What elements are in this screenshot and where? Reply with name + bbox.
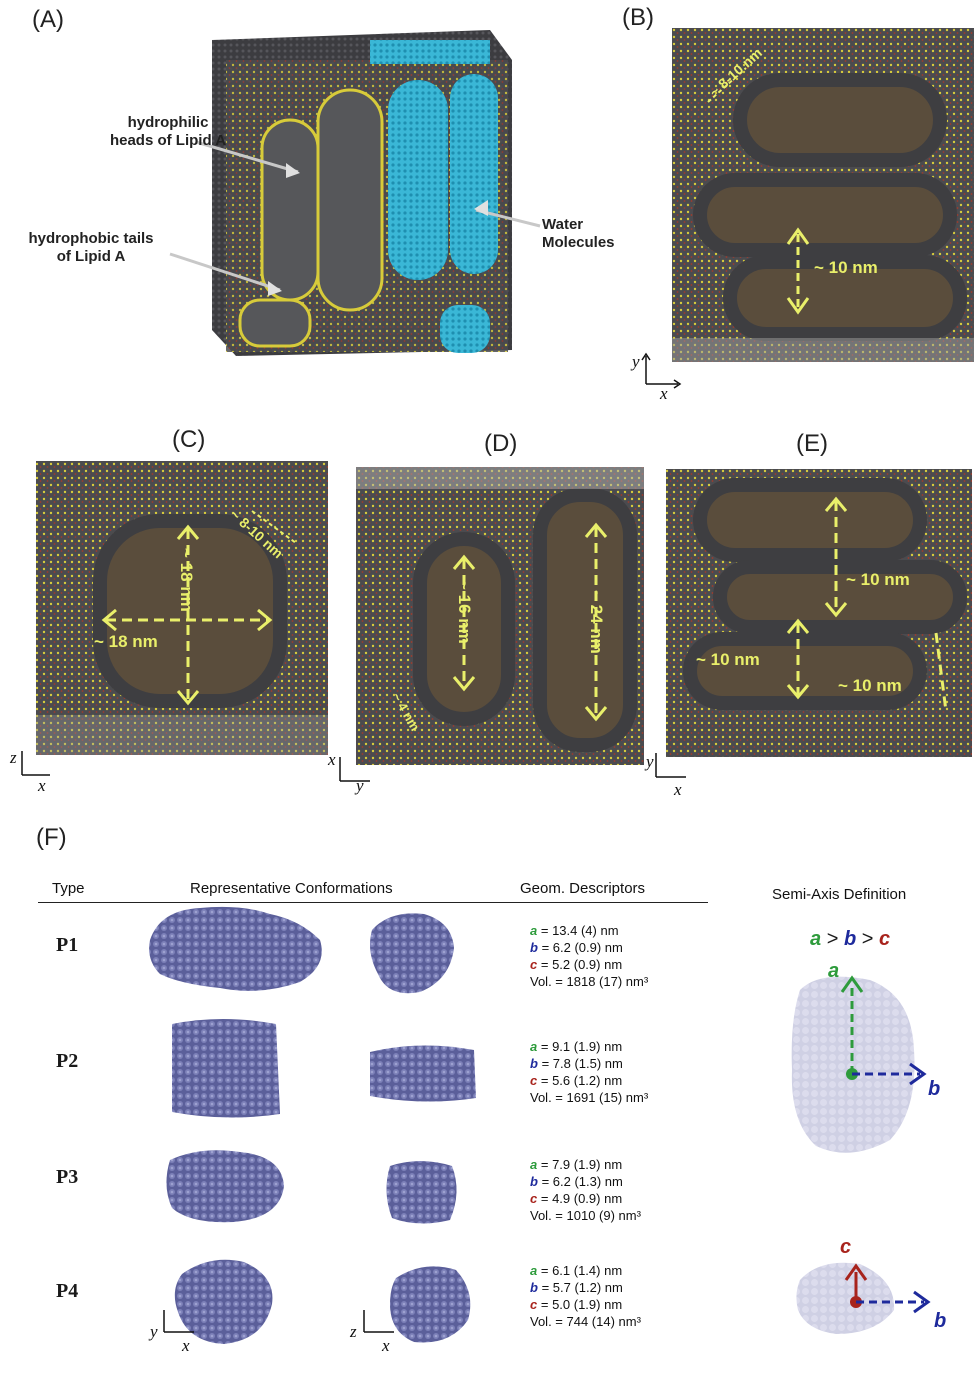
e-dim-10-top: ~ 10 nm xyxy=(846,570,910,589)
p3-b-value: = 6.2 (1.3) nm xyxy=(541,1174,623,1189)
conformations-figure xyxy=(149,906,931,1344)
semi-axis-blob-bottom xyxy=(796,1262,895,1334)
c-symbol: c xyxy=(530,1297,538,1312)
c-axis-z: z xyxy=(10,748,17,767)
descriptors-p2: a = 9.1 (1.9) nm b = 7.8 (1.5) nm c = 5.… xyxy=(530,1038,648,1106)
p2-conformation-1 xyxy=(172,1019,280,1118)
e-axis-y: y xyxy=(646,752,654,771)
panel-label-b: (B) xyxy=(622,4,654,31)
b-axis-y: y xyxy=(632,352,640,371)
header-conformations: Representative Conformations xyxy=(190,880,393,897)
header-type: Type xyxy=(52,880,85,897)
f-axis-y: y xyxy=(150,1322,158,1341)
p2-c-value: = 5.6 (1.2) nm xyxy=(540,1073,623,1088)
c-symbol: c xyxy=(530,1191,538,1206)
panel-label-c: (C) xyxy=(172,426,206,453)
panel-a-figure xyxy=(169,28,974,389)
e-dim-10-left: ~ 10 nm xyxy=(696,650,760,669)
p2-volume: Vol. = 1691 (15) nm³ xyxy=(530,1090,649,1105)
p1-a-value: = 13.4 (4) nm xyxy=(540,923,619,938)
header-descriptors: Geom. Descriptors xyxy=(520,880,646,897)
b-symbol: b xyxy=(530,1280,538,1295)
p4-a-value: = 6.1 (1.4) nm xyxy=(540,1263,623,1278)
p3-c-value: = 4.9 (0.9) nm xyxy=(540,1191,623,1206)
d-dim-16: ~ 16 nm xyxy=(455,580,474,644)
c-dim-18-vertical: ~ 18 nm xyxy=(177,548,196,612)
p1-conformation-1 xyxy=(149,906,322,991)
ineq-gt-2: > xyxy=(861,928,874,950)
f-axis-x-2: x xyxy=(382,1336,390,1355)
c-axis-x: x xyxy=(38,776,46,795)
panel-label-e: (E) xyxy=(796,430,828,457)
p1-b-value: = 6.2 (0.9) nm xyxy=(541,940,623,955)
row-type-p2: P2 xyxy=(56,1050,79,1072)
ineq-b: b xyxy=(843,928,857,950)
semi-axis-blob-top xyxy=(791,976,915,1153)
descriptors-p3: a = 7.9 (1.9) nm b = 6.2 (1.3) nm c = 4.… xyxy=(530,1156,641,1224)
panel-label-f: (F) xyxy=(36,824,67,851)
ineq-c: c xyxy=(878,928,891,950)
lipid-box-a xyxy=(212,30,512,356)
row-type-p4: P4 xyxy=(56,1280,79,1302)
b-symbol: b xyxy=(530,1174,538,1189)
semi-axis-inequality: a > b > c xyxy=(810,928,890,951)
water-label: Water Molecules xyxy=(542,216,615,251)
p4-volume: Vol. = 744 (14) nm³ xyxy=(530,1314,641,1329)
header-rule xyxy=(38,902,708,903)
d-axis-y: y xyxy=(356,776,364,795)
ineq-a: a xyxy=(810,928,822,950)
c-symbol: c xyxy=(530,1073,538,1088)
e-axis-x: x xyxy=(674,780,682,799)
ineq-gt-1: > xyxy=(826,928,839,950)
semi-axis-label-a: a xyxy=(828,960,840,982)
b-symbol: b xyxy=(530,940,538,955)
p2-b-value: = 7.8 (1.5) nm xyxy=(541,1056,623,1071)
p3-conformation-1 xyxy=(166,1150,284,1223)
c-dim-18-horizontal: ~ 18 nm xyxy=(94,632,158,651)
semi-axis-label-c: c xyxy=(840,1236,852,1258)
row-type-p1: P1 xyxy=(56,934,79,956)
panels-cde-figure xyxy=(21,461,972,782)
b-symbol: b xyxy=(530,1056,538,1071)
descriptors-p4: a = 6.1 (1.4) nm b = 5.7 (1.2) nm c = 5.… xyxy=(530,1262,641,1330)
row-type-p3: P3 xyxy=(56,1166,79,1188)
p1-volume: Vol. = 1818 (17) nm³ xyxy=(530,974,649,989)
b-axis-x: x xyxy=(660,384,668,403)
p1-conformation-2 xyxy=(370,913,454,994)
p3-volume: Vol. = 1010 (9) nm³ xyxy=(530,1208,641,1223)
p1-c-value: = 5.2 (0.9) nm xyxy=(540,957,623,972)
c-symbol: c xyxy=(530,957,538,972)
p3-a-value: = 7.9 (1.9) nm xyxy=(540,1157,623,1172)
e-dim-10-right: ~ 10 nm xyxy=(838,676,902,695)
f-axis-x-1: x xyxy=(182,1336,190,1355)
heads-label: hydrophilic heads of Lipid A xyxy=(109,114,227,149)
panel-label-d: (D) xyxy=(484,430,518,457)
semi-axis-label-b-top: b xyxy=(928,1078,941,1100)
tails-label: hydrophobic tails of Lipid A xyxy=(28,230,154,265)
semi-axis-label-b-bottom: b xyxy=(934,1310,947,1332)
b-dim-10: ~ 10 nm xyxy=(814,258,878,277)
a-symbol: a xyxy=(530,1039,538,1054)
lipid-box-d xyxy=(356,467,644,765)
lipid-box-e xyxy=(666,469,972,757)
a-symbol: a xyxy=(530,1157,538,1172)
d-axis-x: x xyxy=(328,750,336,769)
d-dim-24: ~ 24 nm xyxy=(587,590,606,654)
f-axis-z: z xyxy=(350,1322,357,1341)
panel-label-a: (A) xyxy=(32,6,64,33)
header-semi-axis: Semi-Axis Definition xyxy=(772,886,907,903)
p3-conformation-2 xyxy=(386,1161,457,1224)
p2-a-value: = 9.1 (1.9) nm xyxy=(540,1039,623,1054)
a-symbol: a xyxy=(530,1263,538,1278)
descriptors-p1: a = 13.4 (4) nm b = 6.2 (0.9) nm c = 5.2… xyxy=(530,922,648,990)
p4-conformation-1 xyxy=(174,1259,273,1344)
p4-conformation-2 xyxy=(390,1266,471,1343)
lipid-box-b xyxy=(672,28,974,362)
p4-c-value: = 5.0 (1.9) nm xyxy=(540,1297,623,1312)
a-symbol: a xyxy=(530,923,538,938)
p4-b-value: = 5.7 (1.2) nm xyxy=(541,1280,623,1295)
p2-conformation-2 xyxy=(370,1045,476,1102)
